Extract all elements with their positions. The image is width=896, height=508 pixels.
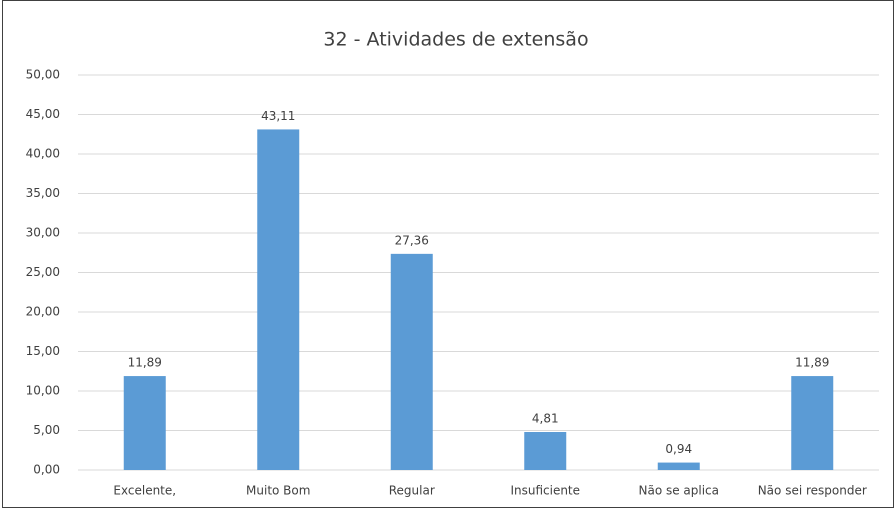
x-tick-label: Regular — [389, 484, 435, 498]
chart-title: 32 - Atividades de extensão — [323, 29, 588, 51]
x-tick-label: Não sei responder — [758, 484, 867, 498]
y-tick-label: 45,00 — [26, 107, 60, 121]
x-tick-label: Muito Bom — [246, 484, 310, 498]
y-tick-label: 15,00 — [26, 344, 60, 358]
bar — [390, 253, 433, 470]
y-tick-label: 10,00 — [26, 384, 60, 398]
y-tick-label: 35,00 — [26, 186, 60, 200]
y-tick-label: 20,00 — [26, 305, 60, 319]
data-label: 4,81 — [532, 412, 559, 426]
bar — [123, 376, 166, 470]
data-label: 43,11 — [261, 109, 295, 123]
y-tick-label: 30,00 — [26, 226, 60, 240]
x-tick-label: Não se aplica — [638, 484, 719, 498]
bar — [657, 462, 700, 470]
x-tick-label: Insuficiente — [510, 484, 580, 498]
y-tick-label: 0,00 — [33, 463, 60, 477]
data-label: 11,89 — [795, 356, 829, 370]
y-tick-label: 50,00 — [26, 68, 60, 82]
y-tick-label: 40,00 — [26, 147, 60, 161]
bar — [257, 129, 300, 470]
data-label: 27,36 — [395, 233, 429, 247]
bar — [524, 432, 567, 470]
data-label: 0,94 — [665, 442, 692, 456]
data-label: 11,89 — [128, 356, 162, 370]
x-tick-label: Excelente, — [113, 484, 176, 498]
y-tick-label: 25,00 — [26, 265, 60, 279]
bar — [791, 376, 834, 470]
y-tick-label: 5,00 — [33, 423, 60, 437]
